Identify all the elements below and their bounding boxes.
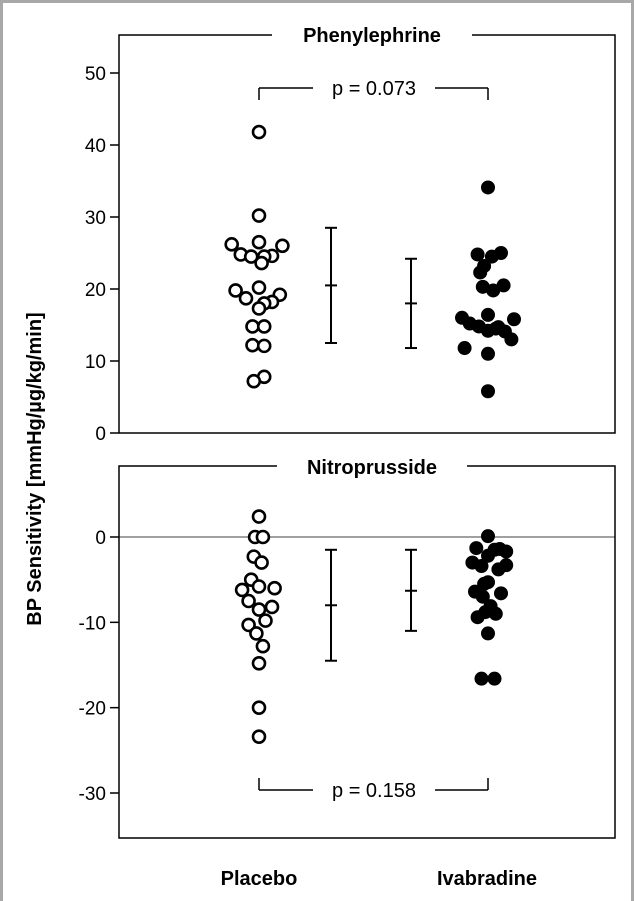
y-tick-label: 40 <box>85 136 106 157</box>
data-point-ivabradine <box>469 541 484 556</box>
data-marks <box>234 509 514 744</box>
data-point-ivabradine <box>475 589 490 604</box>
data-point-ivabradine <box>457 341 472 356</box>
data-point-ivabradine <box>481 307 495 322</box>
data-point-placebo <box>251 509 267 524</box>
data-point-ivabradine <box>481 180 495 195</box>
data-point-ivabradine <box>488 606 503 621</box>
data-point-ivabradine <box>504 332 519 347</box>
data-point-ivabradine <box>487 671 502 686</box>
data-point-ivabradine <box>481 548 495 563</box>
data-point-ivabradine <box>481 626 495 641</box>
data-point-placebo <box>234 582 250 598</box>
data-point-ivabradine <box>486 283 501 298</box>
data-point-placebo <box>267 580 282 596</box>
y-tick-label: 30 <box>85 208 106 229</box>
data-point-placebo <box>251 729 267 744</box>
y-axis: -30 -20 -10 0 <box>79 528 119 805</box>
data-point-placebo <box>251 655 267 671</box>
data-point-ivabradine <box>494 586 508 601</box>
data-point-ivabradine <box>499 544 514 559</box>
data-point-placebo <box>249 626 264 641</box>
panel-title-background <box>272 22 472 48</box>
y-tick-label: -30 <box>79 784 106 805</box>
data-point-ivabradine <box>481 384 495 399</box>
data-point-ivabradine <box>470 247 485 262</box>
p-value-bracket: p = 0.158 <box>258 778 489 802</box>
panel-title-background <box>277 454 467 480</box>
data-point-placebo <box>275 238 290 254</box>
panel-phenylephrine: Phenylephrine 0 10 20 30 40 50 p = 0.073 <box>85 22 616 445</box>
data-point-placebo <box>264 599 280 615</box>
p-value-label: p = 0.158 <box>332 780 416 802</box>
data-point-ivabradine <box>470 610 485 625</box>
y-tick-label: 50 <box>85 64 106 85</box>
data-point-ivabradine <box>481 346 495 361</box>
data-point-placebo <box>251 602 267 617</box>
data-point-placebo <box>255 638 271 654</box>
data-point-ivabradine <box>474 671 489 686</box>
data-point-placebo <box>241 617 256 633</box>
data-point-placebo <box>245 319 260 334</box>
y-tick-label: -10 <box>79 613 106 634</box>
category-label-placebo: Placebo <box>221 868 298 890</box>
panel-nitroprusside: Nitroprusside -30 -20 -10 0 p = 0.158 <box>79 454 616 839</box>
data-point-placebo <box>251 280 267 295</box>
data-point-placebo <box>251 700 267 715</box>
data-point-ivabradine <box>474 559 489 574</box>
data-point-placebo <box>256 319 272 334</box>
data-marks <box>224 124 521 399</box>
data-point-ivabradine <box>507 312 521 327</box>
panel-title: Nitroprusside <box>307 457 437 479</box>
y-axis-label: BP Sensitivity [mmHg/µg/kg/min] <box>24 312 46 625</box>
data-point-ivabradine <box>484 249 499 264</box>
data-point-placebo <box>238 291 254 306</box>
data-point-ivabradine <box>481 529 495 544</box>
data-point-placebo <box>228 283 243 298</box>
data-point-placebo <box>251 579 267 594</box>
p-value-bracket: p = 0.073 <box>258 78 489 100</box>
data-point-placebo <box>251 234 267 250</box>
data-point-placebo <box>251 208 267 223</box>
y-tick-label: 20 <box>85 280 106 301</box>
data-point-placebo <box>254 555 269 570</box>
data-point-ivabradine <box>491 320 506 335</box>
y-tick-label: -20 <box>79 699 106 720</box>
y-tick-label: 0 <box>95 424 106 445</box>
data-point-placebo <box>251 124 267 140</box>
y-axis: 0 10 20 30 40 50 <box>85 64 119 445</box>
data-point-placebo <box>241 593 256 609</box>
data-point-placebo <box>245 337 260 353</box>
data-point-placebo <box>251 301 267 316</box>
data-point-placebo <box>246 373 262 389</box>
data-point-placebo <box>256 338 272 354</box>
data-point-placebo <box>258 613 273 628</box>
data-point-placebo <box>255 529 271 545</box>
data-point-placebo <box>224 237 239 252</box>
y-tick-label: 0 <box>95 528 106 549</box>
y-tick-label: 10 <box>85 352 106 373</box>
data-point-ivabradine <box>491 562 506 577</box>
p-value-label: p = 0.073 <box>332 78 416 100</box>
data-point-placebo <box>254 255 269 271</box>
data-point-ivabradine <box>473 265 488 280</box>
panel-title: Phenylephrine <box>303 25 441 47</box>
category-label-ivabradine: Ivabradine <box>437 868 537 890</box>
